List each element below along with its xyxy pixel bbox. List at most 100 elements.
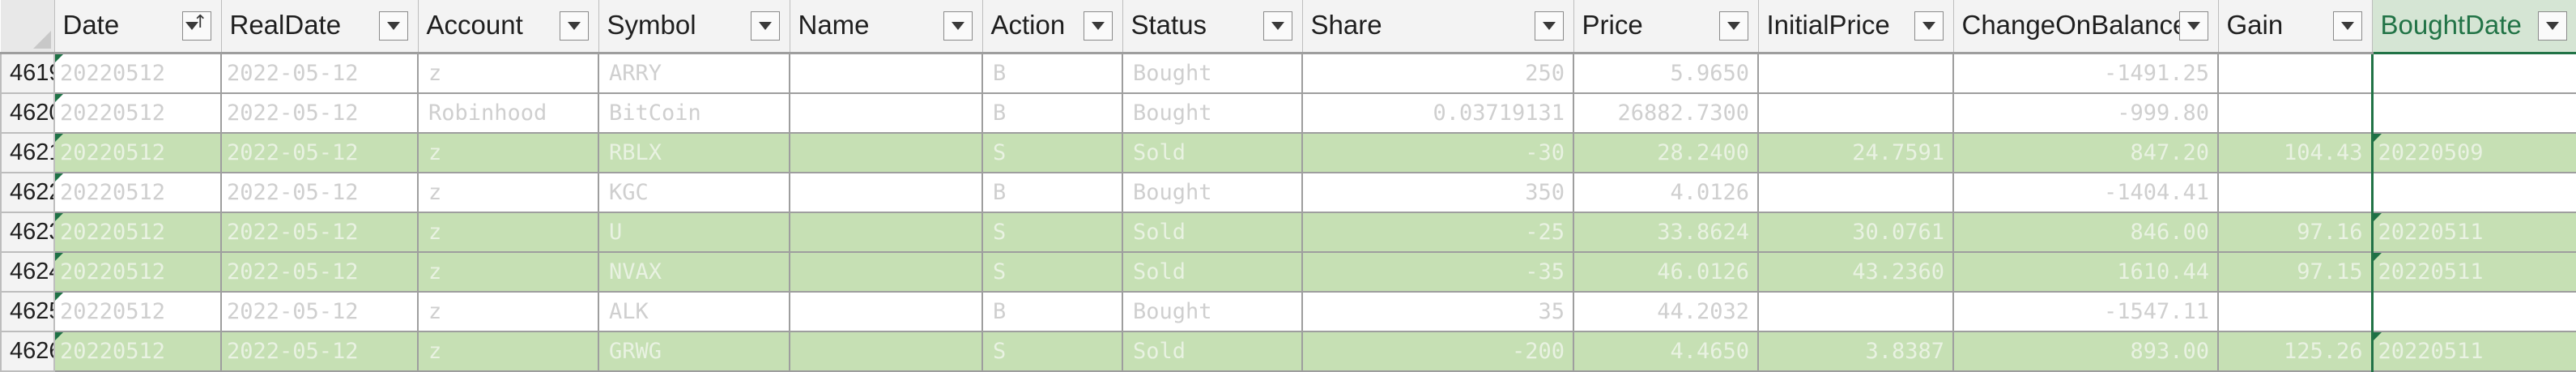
column-header-status[interactable]: Status	[1122, 0, 1303, 54]
cell-changeonbalance[interactable]: -999.80	[1952, 92, 2219, 134]
cell-date[interactable]: 20220512	[53, 290, 222, 332]
cell-initialprice[interactable]	[1757, 290, 1954, 332]
cell-action[interactable]: S	[981, 250, 1123, 293]
cell-name[interactable]	[789, 131, 983, 173]
cell-gain[interactable]	[2217, 92, 2373, 134]
cell-date[interactable]: 20220512	[53, 250, 222, 293]
cell-share[interactable]: 350	[1301, 171, 1574, 213]
cell-account[interactable]: z	[417, 211, 599, 253]
cell-action[interactable]: B	[981, 92, 1123, 134]
filter-dropdown-button[interactable]	[1083, 11, 1113, 41]
filter-dropdown-button[interactable]	[559, 11, 589, 41]
cell-changeonbalance[interactable]: -1547.11	[1952, 290, 2219, 332]
cell-boughtdate[interactable]	[2370, 171, 2576, 213]
row-number[interactable]: 4619	[0, 52, 55, 94]
row-number[interactable]: 4626	[0, 330, 55, 372]
cell-gain[interactable]	[2217, 171, 2373, 213]
cell-changeonbalance[interactable]: 846.00	[1952, 211, 2219, 253]
cell-name[interactable]	[789, 250, 983, 293]
row-number[interactable]: 4620	[0, 92, 55, 134]
cell-action[interactable]: S	[981, 330, 1123, 372]
cell-name[interactable]	[789, 330, 983, 372]
filter-dropdown-button[interactable]	[2537, 11, 2567, 41]
column-header-action[interactable]: Action	[982, 0, 1123, 54]
cell-realdate[interactable]: 2022-05-12	[220, 131, 419, 173]
cell-share[interactable]: -25	[1301, 211, 1574, 253]
cell-price[interactable]: 26882.7300	[1573, 92, 1759, 134]
cell-price[interactable]: 44.2032	[1573, 290, 1759, 332]
cell-share[interactable]: 250	[1301, 52, 1574, 94]
cell-changeonbalance[interactable]: -1491.25	[1952, 52, 2219, 94]
cell-gain[interactable]	[2217, 290, 2373, 332]
cell-date[interactable]: 20220512	[53, 131, 222, 173]
cell-symbol[interactable]: BitCoin	[598, 92, 790, 134]
cell-price[interactable]: 4.4650	[1573, 330, 1759, 372]
cell-action[interactable]: B	[981, 290, 1123, 332]
column-header-symbol[interactable]: Symbol	[598, 0, 790, 54]
cell-account[interactable]: Robinhood	[417, 92, 599, 134]
cell-price[interactable]: 5.9650	[1573, 52, 1759, 94]
cell-realdate[interactable]: 2022-05-12	[220, 171, 419, 213]
column-header-date[interactable]: Date ↑	[54, 0, 222, 54]
cell-date[interactable]: 20220512	[53, 171, 222, 213]
column-header-realdate[interactable]: RealDate	[221, 0, 419, 54]
cell-initialprice[interactable]	[1757, 171, 1954, 213]
filter-dropdown-button[interactable]	[943, 11, 973, 41]
cell-gain[interactable]: 125.26	[2217, 330, 2373, 372]
row-number[interactable]: 4621	[0, 131, 55, 173]
cell-changeonbalance[interactable]: -1404.41	[1952, 171, 2219, 213]
cell-boughtdate[interactable]: 20220511	[2370, 250, 2576, 293]
column-header-boughtdate[interactable]: BoughtDate	[2372, 0, 2576, 54]
cell-changeonbalance[interactable]: 893.00	[1952, 330, 2219, 372]
cell-boughtdate[interactable]	[2370, 92, 2576, 134]
cell-name[interactable]	[789, 171, 983, 213]
filter-dropdown-button[interactable]	[378, 11, 408, 41]
cell-status[interactable]: Sold	[1122, 131, 1303, 173]
cell-initialprice[interactable]	[1757, 52, 1954, 94]
cell-initialprice[interactable]: 30.0761	[1757, 211, 1954, 253]
column-header-share[interactable]: Share	[1302, 0, 1574, 54]
cell-status[interactable]: Bought	[1122, 171, 1303, 213]
cell-changeonbalance[interactable]: 847.20	[1952, 131, 2219, 173]
cell-share[interactable]: 0.03719131	[1301, 92, 1574, 134]
cell-initialprice[interactable]: 43.2360	[1757, 250, 1954, 293]
cell-symbol[interactable]: ARRY	[598, 52, 790, 94]
cell-price[interactable]: 46.0126	[1573, 250, 1759, 293]
column-header-gain[interactable]: Gain	[2218, 0, 2373, 54]
cell-account[interactable]: z	[417, 171, 599, 213]
cell-symbol[interactable]: GRWG	[598, 330, 790, 372]
cell-price[interactable]: 28.2400	[1573, 131, 1759, 173]
cell-realdate[interactable]: 2022-05-12	[220, 290, 419, 332]
cell-name[interactable]	[789, 52, 983, 94]
cell-date[interactable]: 20220512	[53, 92, 222, 134]
filter-dropdown-button[interactable]	[750, 11, 780, 41]
cell-symbol[interactable]: RBLX	[598, 131, 790, 173]
cell-status[interactable]: Bought	[1122, 290, 1303, 332]
cell-initialprice[interactable]: 3.8387	[1757, 330, 1954, 372]
cell-gain[interactable]	[2217, 52, 2373, 94]
cell-action[interactable]: B	[981, 52, 1123, 94]
cell-name[interactable]	[789, 290, 983, 332]
cell-symbol[interactable]: ALK	[598, 290, 790, 332]
cell-share[interactable]: -200	[1301, 330, 1574, 372]
column-header-price[interactable]: Price	[1573, 0, 1759, 54]
cell-boughtdate[interactable]: 20220511	[2370, 211, 2576, 253]
cell-boughtdate[interactable]: 20220511	[2370, 330, 2576, 372]
cell-account[interactable]: z	[417, 330, 599, 372]
cell-realdate[interactable]: 2022-05-12	[220, 52, 419, 94]
cell-account[interactable]: z	[417, 250, 599, 293]
cell-account[interactable]: z	[417, 52, 599, 94]
cell-name[interactable]	[789, 211, 983, 253]
filter-dropdown-button[interactable]	[2332, 11, 2362, 41]
cell-boughtdate[interactable]: 20220509	[2370, 131, 2576, 173]
column-header-initialprice[interactable]: InitialPrice	[1758, 0, 1954, 54]
cell-date[interactable]: 20220512	[53, 330, 222, 372]
cell-status[interactable]: Sold	[1122, 330, 1303, 372]
row-number[interactable]: 4625	[0, 290, 55, 332]
cell-name[interactable]	[789, 92, 983, 134]
cell-gain[interactable]: 104.43	[2217, 131, 2373, 173]
cell-status[interactable]: Sold	[1122, 250, 1303, 293]
cell-gain[interactable]: 97.15	[2217, 250, 2373, 293]
